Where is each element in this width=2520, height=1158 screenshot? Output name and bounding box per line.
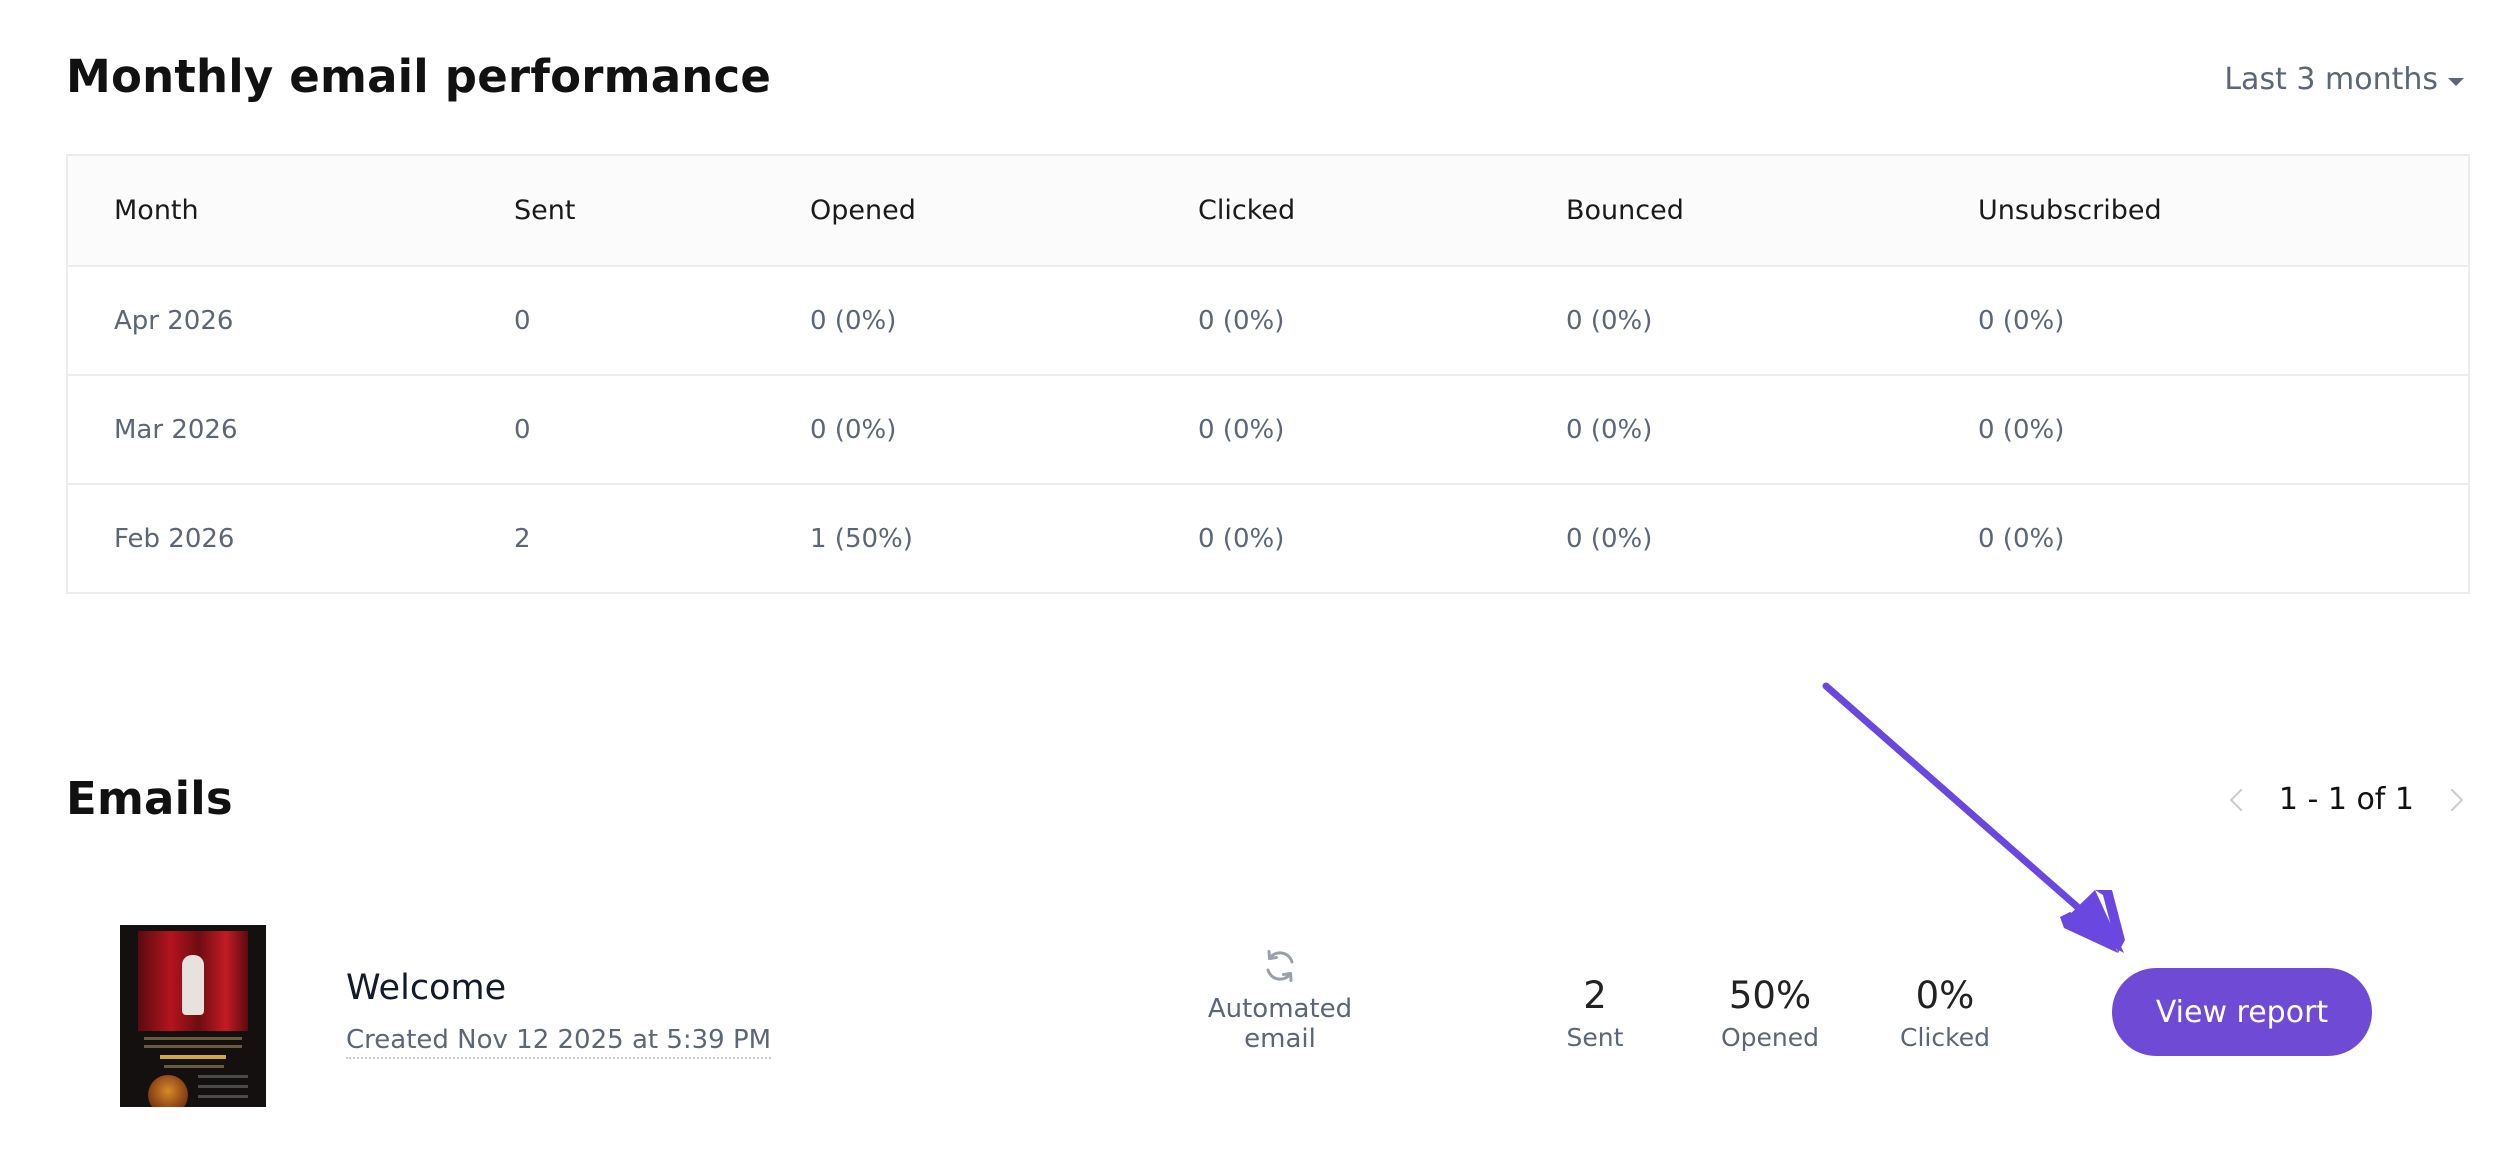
- view-report-button[interactable]: View report: [2112, 968, 2372, 1056]
- cell-bounced: 0 (0%): [1566, 523, 1653, 554]
- stat-opened: 50% Opened: [1705, 974, 1835, 1052]
- cell-unsubscribed: 0 (0%): [1978, 523, 2065, 554]
- column-header-bounced: Bounced: [1566, 195, 1684, 226]
- cell-clicked: 0 (0%): [1198, 305, 1285, 336]
- refresh-icon: [1266, 950, 1294, 982]
- column-header-unsubscribed: Unsubscribed: [1978, 195, 2162, 226]
- chevron-left-icon[interactable]: [2229, 788, 2253, 811]
- stat-opened-label: Opened: [1720, 1023, 1820, 1052]
- stat-clicked-label: Clicked: [1900, 1023, 1990, 1052]
- perf-title: Monthly email performance: [66, 50, 772, 103]
- email-type: Automated email: [1170, 946, 1390, 1054]
- email-name[interactable]: Welcome: [346, 968, 507, 1008]
- cell-unsubscribed: 0 (0%): [1978, 305, 2065, 336]
- table-row: Apr 2026 0 0 (0%) 0 (0%) 0 (0%) 0 (0%): [68, 265, 2468, 374]
- email-thumbnail[interactable]: [120, 925, 266, 1107]
- table-header-row: Month Sent Opened Clicked Bounced Unsubs…: [68, 156, 2468, 265]
- chevron-right-icon[interactable]: [2440, 788, 2464, 811]
- chevron-down-icon: [2448, 77, 2464, 86]
- table-row: Feb 2026 2 1 (50%) 0 (0%) 0 (0%) 0 (0%): [68, 483, 2468, 592]
- stat-clicked-value: 0%: [1915, 974, 1975, 1017]
- pagination: 1 - 1 of 1: [2229, 782, 2464, 817]
- cell-sent: 0: [514, 414, 531, 445]
- cell-opened: 0 (0%): [810, 305, 897, 336]
- cell-month: Feb 2026: [114, 523, 235, 554]
- cell-sent: 2: [514, 523, 531, 554]
- email-type-label: Automated email: [1207, 994, 1353, 1054]
- date-range-label: Last 3 months: [2224, 62, 2438, 97]
- emails-title: Emails: [66, 772, 233, 825]
- stat-sent-value: 2: [1583, 974, 1607, 1017]
- cell-bounced: 0 (0%): [1566, 414, 1653, 445]
- stat-opened-value: 50%: [1728, 974, 1812, 1017]
- stat-clicked: 0% Clicked: [1885, 974, 2005, 1052]
- column-header-opened: Opened: [810, 195, 916, 226]
- cell-opened: 1 (50%): [810, 523, 913, 554]
- column-header-month: Month: [114, 195, 199, 226]
- column-header-sent: Sent: [514, 195, 576, 226]
- date-range-dropdown[interactable]: Last 3 months: [2224, 62, 2464, 97]
- performance-table: Month Sent Opened Clicked Bounced Unsubs…: [66, 154, 2470, 594]
- cell-bounced: 0 (0%): [1566, 305, 1653, 336]
- cell-opened: 0 (0%): [810, 414, 897, 445]
- pagination-label: 1 - 1 of 1: [2278, 782, 2414, 817]
- cell-month: Mar 2026: [114, 414, 238, 445]
- cell-month: Apr 2026: [114, 305, 234, 336]
- cell-sent: 0: [514, 305, 531, 336]
- cell-clicked: 0 (0%): [1198, 523, 1285, 554]
- cell-clicked: 0 (0%): [1198, 414, 1285, 445]
- stat-sent: 2 Sent: [1540, 974, 1650, 1052]
- email-created-date: Created Nov 12 2025 at 5:39 PM: [346, 1025, 772, 1059]
- email-list-item: Welcome Created Nov 12 2025 at 5:39 PM A…: [0, 920, 2520, 1110]
- stat-sent-label: Sent: [1566, 1023, 1624, 1052]
- column-header-clicked: Clicked: [1198, 195, 1296, 226]
- cell-unsubscribed: 0 (0%): [1978, 414, 2065, 445]
- table-row: Mar 2026 0 0 (0%) 0 (0%) 0 (0%) 0 (0%): [68, 374, 2468, 483]
